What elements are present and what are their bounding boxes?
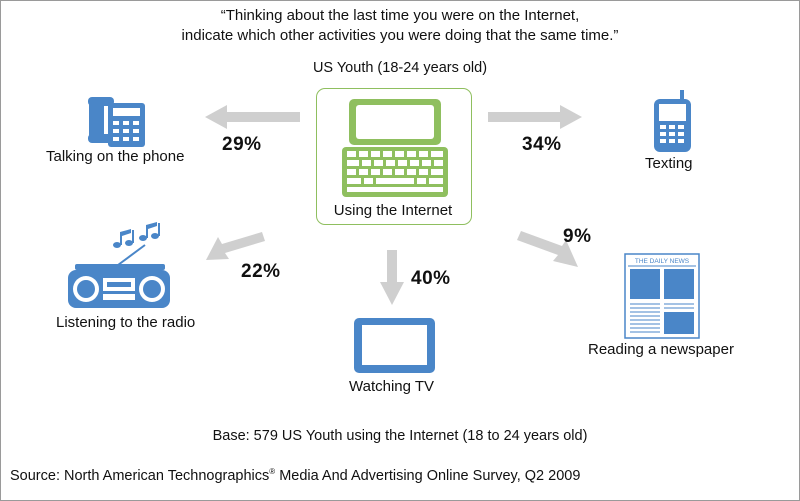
percent-talking-on-phone: 29%: [222, 134, 262, 155]
question-line-2: indicate which other activities you were…: [181, 27, 619, 44]
arrow-to-newspaper: [517, 231, 578, 267]
label-watching-tv: Watching TV: [349, 378, 435, 395]
laptop-icon: [342, 99, 448, 197]
label-reading-newspaper: Reading a newspaper: [588, 341, 734, 358]
subtitle: US Youth (18-24 years old): [312, 60, 488, 76]
arrow-to-texting: [488, 105, 582, 129]
desk-phone-icon: [88, 97, 145, 147]
label-talking-on-phone: Talking on the phone: [46, 148, 185, 165]
music-note-icon: [139, 222, 160, 241]
newspaper-masthead: THE DAILY NEWS: [635, 258, 690, 265]
tv-icon: [354, 318, 435, 373]
percent-watching-tv: 40%: [411, 268, 451, 289]
cell-phone-icon: [654, 90, 691, 152]
percent-texting: 34%: [522, 134, 562, 155]
question-line-1: “Thinking about the last time you were o…: [220, 7, 580, 24]
newspaper-icon: THE DAILY NEWS: [624, 253, 700, 339]
arrow-to-phone: [205, 105, 300, 129]
percent-listening-to-radio: 22%: [241, 261, 281, 282]
boombox-icon: [68, 244, 170, 308]
center-label: Using the Internet: [333, 202, 453, 219]
base-note: Base: 579 US Youth using the Internet (1…: [212, 428, 588, 444]
source-note: Source: North American Technographics® M…: [10, 467, 580, 484]
arrow-to-tv: [380, 250, 404, 305]
label-listening-to-radio: Listening to the radio: [56, 314, 196, 331]
music-note-icon: [113, 229, 134, 248]
source-rest: Media And Advertising Online Survey, Q2 …: [275, 467, 581, 484]
arrow-to-radio: [206, 232, 265, 260]
source-text: Source: North American Technographics: [10, 467, 270, 484]
label-texting: Texting: [645, 155, 693, 172]
percent-reading-newspaper: 9%: [563, 226, 592, 247]
registered-mark: ®: [269, 467, 276, 476]
